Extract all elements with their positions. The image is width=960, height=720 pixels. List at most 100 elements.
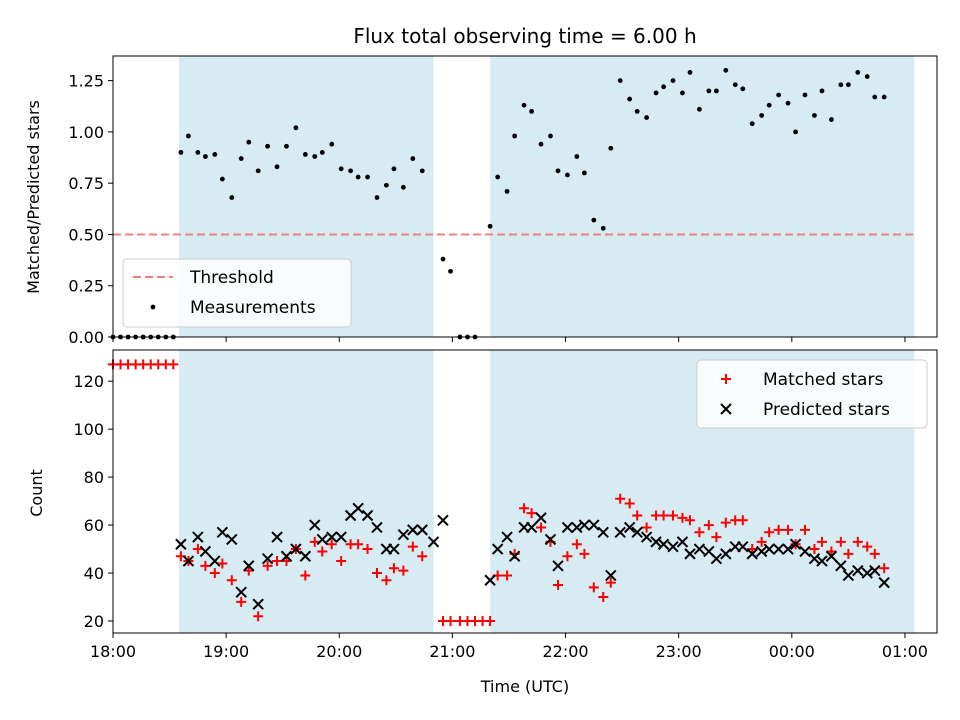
bottom-series-0-point-13 bbox=[209, 568, 220, 579]
top-series-0-point-24 bbox=[312, 154, 318, 159]
bottom-series-1-point-0 bbox=[175, 538, 187, 550]
bottom-series-0-point-48 bbox=[526, 508, 537, 519]
ratio-panel: 0.00 0.25 0.50 0.75 1.00 1.25 Threshold Measure… bbox=[68, 55, 938, 347]
bottom-series-1-point-59 bbox=[737, 540, 749, 553]
top-y-tick-label-3: 0.75 bbox=[68, 174, 104, 193]
bottom-series-0-point-52 bbox=[562, 551, 573, 562]
top-series-0-point-22 bbox=[293, 125, 299, 131]
top-series-0-point-86 bbox=[872, 94, 878, 100]
bottom-series-0-point-54 bbox=[579, 548, 590, 559]
bottom-series-1-point-3 bbox=[199, 545, 212, 558]
top-series-0-point-29 bbox=[355, 174, 361, 180]
top-y-tick-label-2: 0.50 bbox=[68, 225, 104, 244]
top-series-0-point-17 bbox=[246, 139, 252, 145]
bottom-series-0-point-80 bbox=[809, 544, 820, 555]
top-series-0-point-76 bbox=[785, 100, 791, 106]
bottom-series-1-point-30 bbox=[484, 574, 496, 586]
bottom-series-0-point-67 bbox=[694, 527, 705, 538]
top-series-0-point-74 bbox=[766, 102, 772, 108]
x-tick-label-7: 01:00 bbox=[882, 642, 928, 661]
bottom-series-1-point-54 bbox=[693, 543, 706, 555]
bottom-series-1-point-75 bbox=[878, 576, 890, 589]
top-series-0-point-38 bbox=[448, 268, 453, 274]
bottom-series-0-point-36 bbox=[417, 551, 428, 562]
top-series-0-point-51 bbox=[565, 172, 570, 178]
bottom-series-1-point-51 bbox=[667, 540, 679, 553]
top-series-0-point-19 bbox=[265, 143, 271, 149]
top-series-0-point-84 bbox=[855, 70, 861, 75]
bottom-y-tick-label-1: 40 bbox=[84, 564, 104, 583]
bottom-series-1-point-15 bbox=[309, 519, 321, 531]
bottom-series-1-point-56 bbox=[710, 552, 723, 565]
bottom-series-0-point-19 bbox=[262, 560, 273, 571]
bottom-series-0-point-43 bbox=[485, 616, 496, 627]
bottom-series-1-point-4 bbox=[209, 555, 221, 567]
bottom-series-1-point-71 bbox=[842, 569, 855, 582]
top-series-0-point-60 bbox=[644, 115, 650, 120]
bottom-series-1-point-31 bbox=[491, 543, 504, 555]
bottom-series-1-point-8 bbox=[243, 560, 255, 572]
bottom-series-0-point-25 bbox=[317, 546, 328, 557]
bottom-series-0-point-85 bbox=[852, 536, 863, 547]
bottom-series-1-point-40 bbox=[571, 521, 583, 534]
top-series-0-point-27 bbox=[338, 166, 344, 172]
bottom-series-1-point-32 bbox=[501, 531, 513, 543]
top-series-0-point-83 bbox=[845, 82, 851, 88]
top-series-0-point-82 bbox=[838, 82, 844, 88]
bottom-series-1-point-20 bbox=[352, 502, 364, 514]
top-series-0-point-66 bbox=[697, 106, 702, 112]
top-series-0-point-20 bbox=[274, 164, 280, 170]
top-series-0-point-77 bbox=[793, 129, 798, 135]
bottom-legend bbox=[696, 359, 928, 429]
bottom-series-0-point-53 bbox=[571, 539, 582, 550]
bottom-series-0-point-64 bbox=[668, 510, 679, 521]
bottom-series-1-point-69 bbox=[825, 550, 838, 562]
bottom-series-1-point-62 bbox=[763, 543, 775, 555]
top-series-0-point-80 bbox=[819, 88, 825, 94]
bottom-series-0-point-76 bbox=[773, 524, 784, 535]
top-y-axis-label: Matched/Predicted stars bbox=[24, 100, 43, 294]
bottom-series-0-point-30 bbox=[362, 544, 373, 555]
x-tick-label-4: 22:00 bbox=[542, 642, 588, 661]
bottom-y-axis-label: Count bbox=[27, 469, 46, 517]
bottom-series-1-point-38 bbox=[552, 560, 564, 572]
legend-measurements-label: Measurements bbox=[190, 298, 316, 318]
top-series-0-point-81 bbox=[829, 117, 834, 122]
bottom-series-0-point-77 bbox=[783, 524, 794, 535]
bottom-series-1-point-22 bbox=[371, 521, 383, 534]
bottom-series-0-point-8 bbox=[168, 359, 179, 370]
bottom-series-0-point-72 bbox=[737, 515, 748, 526]
bottom-series-1-point-9 bbox=[252, 598, 264, 610]
top-legend bbox=[122, 258, 352, 328]
bottom-series-0-point-79 bbox=[800, 524, 811, 535]
bottom-series-1-point-24 bbox=[388, 543, 400, 555]
top-series-0-point-25 bbox=[319, 150, 325, 155]
bottom-series-1-point-49 bbox=[650, 536, 662, 548]
bottom-series-0-point-58 bbox=[615, 493, 626, 504]
top-series-0-point-26 bbox=[329, 141, 335, 147]
bottom-series-1-point-68 bbox=[816, 555, 828, 567]
top-series-0-point-43 bbox=[495, 174, 501, 180]
bottom-series-1-point-29 bbox=[437, 514, 449, 526]
bottom-series-1-point-60 bbox=[746, 548, 758, 560]
x-axis-label: Time (UTC) bbox=[480, 677, 569, 696]
bottom-y-tick-label-4: 100 bbox=[73, 420, 104, 439]
x-tick-label-5: 23:00 bbox=[656, 642, 702, 661]
bottom-y-tick-label-2: 60 bbox=[84, 516, 104, 535]
bottom-series-1-point-70 bbox=[835, 560, 847, 572]
legend-threshold-label: Threshold bbox=[189, 268, 274, 288]
top-observing-window-1 bbox=[490, 56, 915, 337]
top-series-0-point-37 bbox=[440, 256, 446, 262]
bottom-series-1-point-7 bbox=[235, 586, 247, 598]
bottom-series-1-point-18 bbox=[335, 531, 347, 543]
bottom-series-0-point-84 bbox=[843, 548, 854, 559]
bottom-series-0-point-29 bbox=[353, 539, 364, 550]
bottom-series-0-point-35 bbox=[407, 541, 418, 552]
bottom-series-0-point-23 bbox=[300, 570, 311, 581]
bottom-series-0-point-33 bbox=[388, 563, 399, 574]
legend-matched-label: Matched stars bbox=[763, 370, 883, 390]
top-series-0-point-63 bbox=[670, 78, 676, 84]
bottom-series-0-point-68 bbox=[703, 520, 714, 531]
bottom-series-1-point-45 bbox=[614, 526, 626, 538]
bottom-series-0-point-45 bbox=[502, 570, 513, 581]
